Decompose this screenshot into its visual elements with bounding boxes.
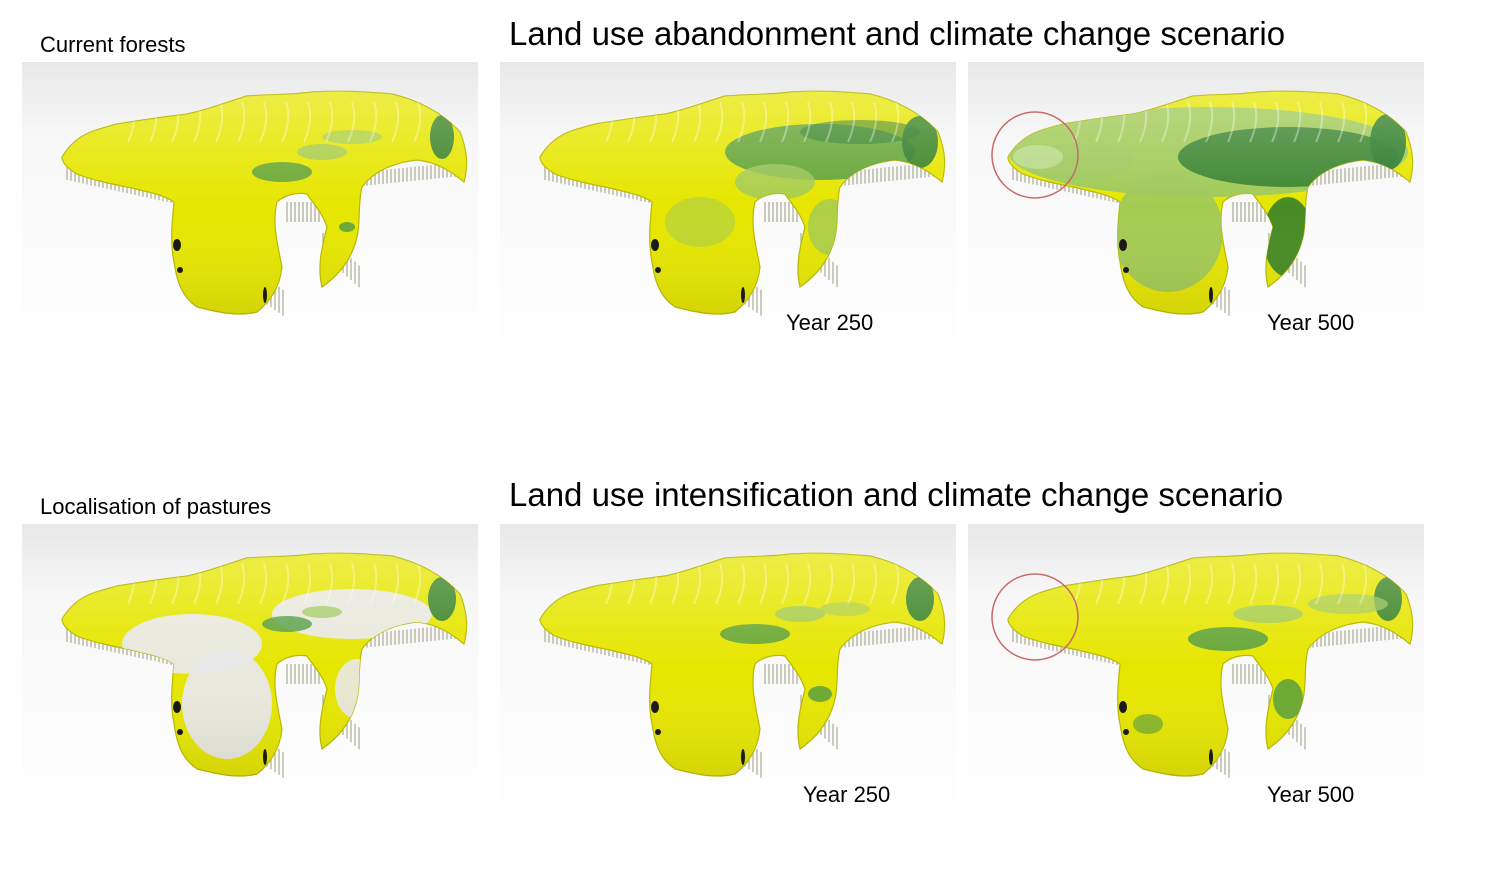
intensification-year-500-label: Year 500 <box>1267 782 1355 807</box>
dark-spot <box>741 749 745 765</box>
pastures-map-svg <box>22 524 478 814</box>
abandonment-year-500-map <box>968 62 1424 352</box>
intensification-year-250-label: Year 250 <box>803 782 891 807</box>
dark-spot <box>655 729 661 735</box>
dark-spot <box>263 287 267 303</box>
dark-spot <box>173 239 181 251</box>
abandonment-year-250-map-svg <box>500 62 956 352</box>
dark-spot <box>1123 267 1129 273</box>
highlight-circle <box>991 111 1079 199</box>
pastures-label: Localisation of pastures <box>40 494 272 519</box>
dark-spot <box>177 267 183 273</box>
dark-spot <box>177 729 183 735</box>
current-forests-map <box>22 62 478 352</box>
current-forests-map-svg <box>22 62 478 352</box>
abandonment-scenario-title: Land use abandonment and climate change … <box>509 15 1286 52</box>
dark-spot <box>173 701 181 713</box>
abandonment-year-250-label: Year 250 <box>786 310 874 335</box>
dark-spot <box>1209 749 1213 765</box>
intensification-year-250-map <box>500 524 956 814</box>
intensification-year-500-map-svg <box>968 524 1424 814</box>
abandonment-year-500-map-svg <box>968 62 1424 352</box>
dark-spot <box>741 287 745 303</box>
current-forests-label: Current forests <box>40 32 186 57</box>
dark-spot <box>1119 239 1127 251</box>
highlight-circle <box>991 573 1079 661</box>
dark-spot <box>651 701 659 713</box>
intensification-year-250-map-svg <box>500 524 956 814</box>
abandonment-year-500-label: Year 500 <box>1267 310 1355 335</box>
intensification-scenario-title: Land use intensification and climate cha… <box>509 476 1284 513</box>
pastures-map <box>22 524 478 814</box>
intensification-year-500-map <box>968 524 1424 814</box>
dark-spot <box>1119 701 1127 713</box>
dark-spot <box>1209 287 1213 303</box>
dark-spot <box>651 239 659 251</box>
dark-spot <box>263 749 267 765</box>
dark-spot <box>1123 729 1129 735</box>
abandonment-year-250-map <box>500 62 956 352</box>
dark-spot <box>655 267 661 273</box>
